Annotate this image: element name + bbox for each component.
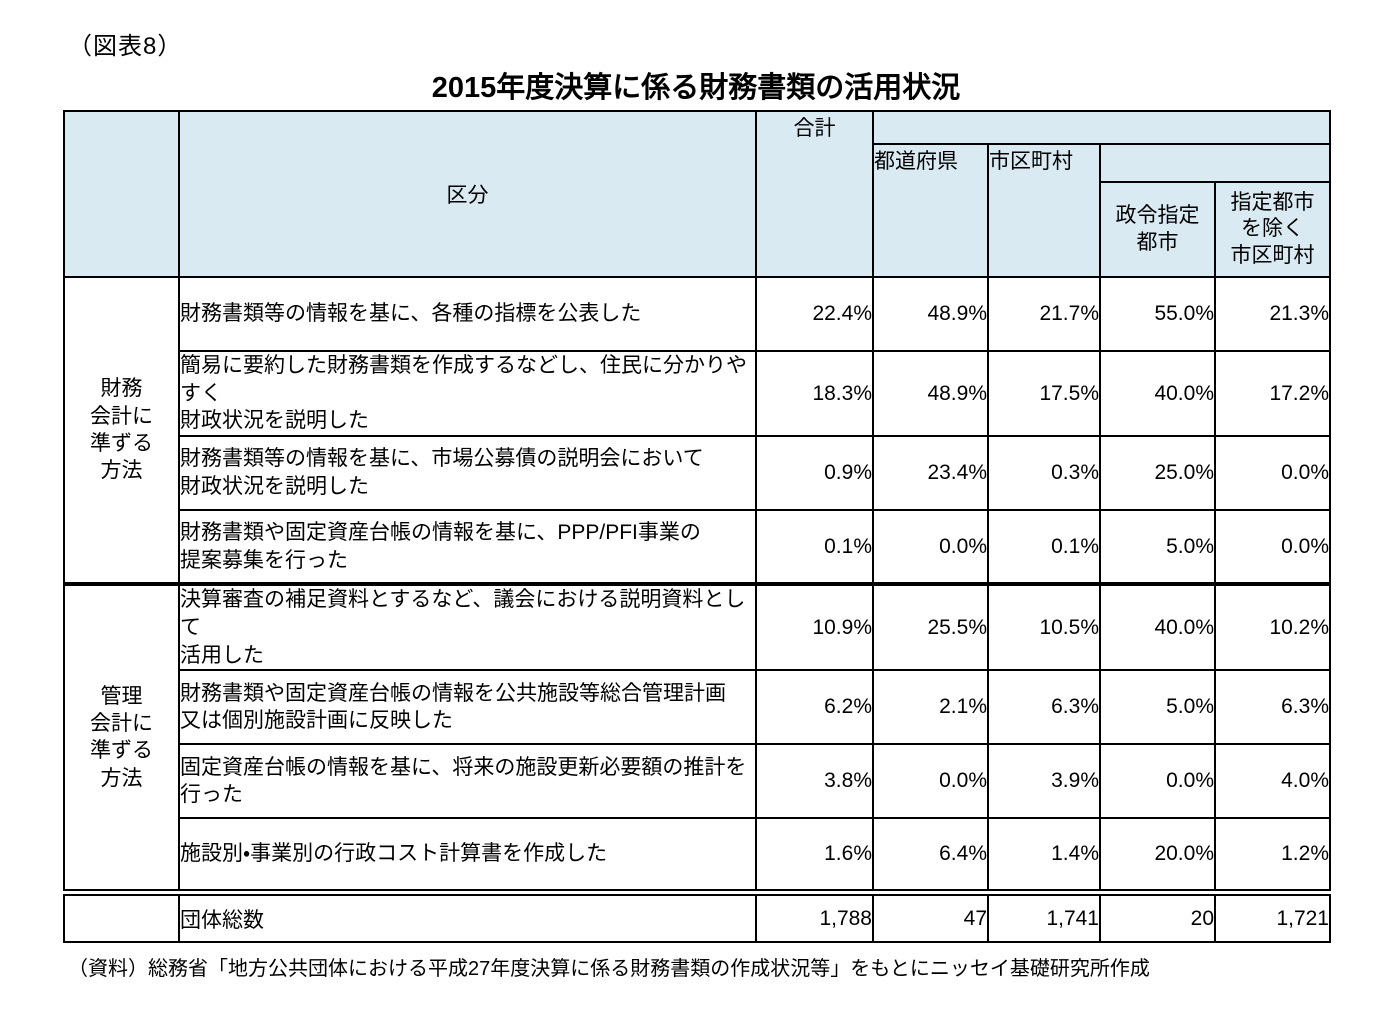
- total-value-cell: 20: [1099, 888, 1216, 944]
- value-cell: 2.1%: [872, 669, 989, 746]
- value-cell: 10.9%: [755, 582, 874, 672]
- data-table: 区分 合計 都道府県 市区町村 政令指定 都市 指定都市 を除く 市区町村 財務…: [63, 110, 1331, 944]
- total-value-cell: 1,721: [1214, 888, 1331, 944]
- value-cell: 1.2%: [1214, 817, 1331, 894]
- page-title: 2015年度決算に係る財務書類の活用状況: [431, 72, 961, 104]
- header-shikuchoson: 市区町村: [987, 143, 1101, 278]
- value-cell: 0.0%: [1214, 435, 1331, 512]
- value-cell: 22.4%: [755, 276, 874, 352]
- value-cell: 0.0%: [872, 743, 989, 820]
- figure-label: （図表8）: [68, 33, 183, 60]
- table-row: 財務書類等の情報を基に、市場公募債の説明会において 財政状況を説明した 0.9%…: [64, 435, 1331, 512]
- header-shitei-toshi-wo-nozoku: 指定都市 を除く 市区町村: [1214, 181, 1331, 278]
- value-cell: 48.9%: [872, 349, 989, 438]
- table-container: 区分 合計 都道府県 市区町村 政令指定 都市 指定都市 を除く 市区町村 財務…: [63, 110, 1331, 944]
- value-cell: 5.0%: [1099, 669, 1216, 746]
- header-gokei: 合計: [755, 110, 874, 278]
- total-value-cell: 1,788: [755, 888, 874, 944]
- source-note: （資料）総務省「地方公共団体における平成27年度決算に係る財務書類の作成状況等」…: [68, 958, 1150, 980]
- row-desc-cell: 財務書類等の情報を基に、市場公募債の説明会において 財政状況を説明した: [178, 435, 757, 512]
- value-cell: 55.0%: [1099, 276, 1216, 352]
- table-row: 財務書類や固定資産台帳の情報を基に、PPP/PFI事業の 提案募集を行った 0.…: [64, 509, 1331, 586]
- group-label-cell: 財務 会計に 準ずる 方法: [63, 275, 180, 586]
- table-row: 管理 会計に 準ずる 方法 決算審査の補足資料とするなど、議会における説明資料と…: [63, 582, 1331, 894]
- table-row: 財務 会計に 準ずる 方法 財務書類等の情報を基に、各種の指標を公表した 22.…: [63, 275, 1331, 586]
- value-cell: 25.0%: [1099, 435, 1216, 512]
- value-cell: 20.0%: [1099, 817, 1216, 894]
- header-kubun: 区分: [178, 110, 757, 278]
- row-desc-cell: 簡易に要約した財務書類を作成するなどし、住民に分かりやすく 財政状況を説明した: [178, 349, 757, 438]
- value-cell: 17.2%: [1214, 349, 1331, 438]
- value-cell: 1.6%: [755, 817, 874, 894]
- group-label-cell: 管理 会計に 準ずる 方法: [63, 582, 180, 894]
- row-desc-cell: 固定資産台帳の情報を基に、将来の施設更新必要額の推計を 行った: [178, 743, 757, 820]
- value-cell: 25.5%: [872, 582, 989, 672]
- value-cell: 6.3%: [987, 669, 1101, 746]
- total-label-cell: 団体総数: [178, 888, 757, 944]
- value-cell: 0.1%: [755, 509, 874, 586]
- value-cell: 10.2%: [1214, 582, 1331, 672]
- table-row: 固定資産台帳の情報を基に、将来の施設更新必要額の推計を 行った 3.8% 0.0…: [64, 743, 1331, 820]
- value-cell: 1.4%: [987, 817, 1101, 894]
- value-cell: 21.7%: [987, 276, 1101, 352]
- row-desc-cell: 決算審査の補足資料とするなど、議会における説明資料として 活用した: [178, 582, 757, 672]
- value-cell: 0.0%: [1099, 743, 1216, 820]
- value-cell: 21.3%: [1214, 276, 1331, 352]
- value-cell: 5.0%: [1099, 509, 1216, 586]
- value-cell: 0.0%: [1214, 509, 1331, 586]
- value-cell: 17.5%: [987, 349, 1101, 438]
- corner-cell: [63, 110, 180, 278]
- value-cell: 4.0%: [1214, 743, 1331, 820]
- total-value-cell: 47: [872, 888, 989, 944]
- table-row: 簡易に要約した財務書類を作成するなどし、住民に分かりやすく 財政状況を説明した …: [64, 349, 1331, 438]
- row-desc-cell: 財務書類や固定資産台帳の情報を基に、PPP/PFI事業の 提案募集を行った: [178, 509, 757, 586]
- value-cell: 0.9%: [755, 435, 874, 512]
- row-desc-cell: 財務書類等の情報を基に、各種の指標を公表した: [178, 276, 757, 352]
- value-cell: 48.9%: [872, 276, 989, 352]
- value-cell: 6.3%: [1214, 669, 1331, 746]
- total-spacer-cell: [63, 888, 180, 944]
- value-cell: 23.4%: [872, 435, 989, 512]
- row-desc-cell: 施設別・事業別の行政コスト計算書を作成した: [178, 817, 757, 894]
- value-cell: 6.4%: [872, 817, 989, 894]
- table-row: 施設別・事業別の行政コスト計算書を作成した 1.6% 6.4% 1.4% 20.…: [64, 817, 1331, 894]
- total-value-cell: 1,741: [987, 888, 1101, 944]
- value-cell: 18.3%: [755, 349, 874, 438]
- value-cell: 0.3%: [987, 435, 1101, 512]
- value-cell: 3.9%: [987, 743, 1101, 820]
- total-row: 団体総数 1,788 47 1,741 20 1,721: [63, 888, 1331, 944]
- value-cell: 0.0%: [872, 509, 989, 586]
- header-spacer-cell: [872, 110, 1331, 145]
- value-cell: 0.1%: [987, 509, 1101, 586]
- value-cell: 40.0%: [1099, 582, 1216, 672]
- header-todofuken: 都道府県: [872, 143, 989, 278]
- table-row: 財務書類や固定資産台帳の情報を公共施設等総合管理計画 又は個別施設計画に反映した…: [64, 669, 1331, 746]
- header-shikuchoson-spacer: [1099, 143, 1331, 183]
- value-cell: 6.2%: [755, 669, 874, 746]
- value-cell: 40.0%: [1099, 349, 1216, 438]
- row-desc-cell: 財務書類や固定資産台帳の情報を公共施設等総合管理計画 又は個別施設計画に反映した: [178, 669, 757, 746]
- value-cell: 10.5%: [987, 582, 1101, 672]
- header-seirei-shitei-toshi: 政令指定 都市: [1099, 181, 1216, 278]
- value-cell: 3.8%: [755, 743, 874, 820]
